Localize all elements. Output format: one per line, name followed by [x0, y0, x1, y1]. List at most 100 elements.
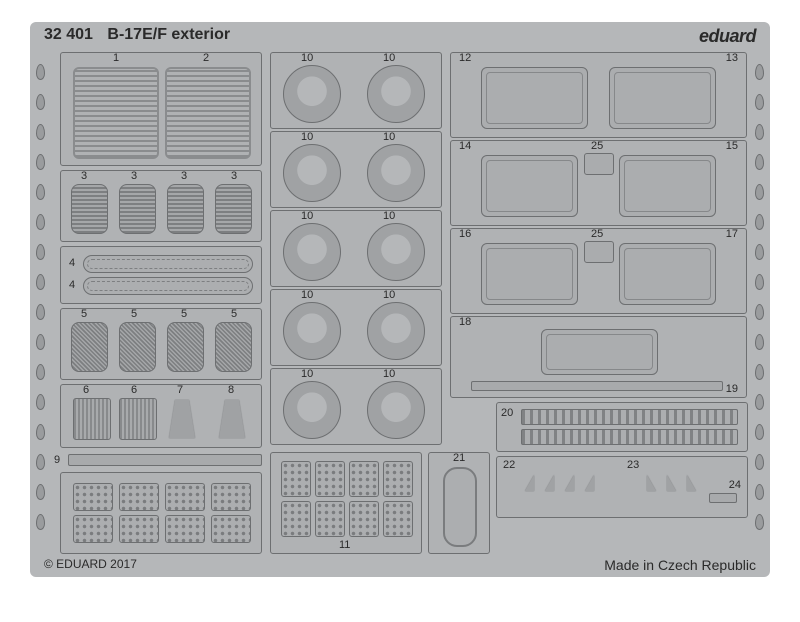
frame-10-r4: 10 10 [270, 289, 442, 366]
part-14 [481, 155, 578, 217]
frame-3: 3 3 3 3 [60, 170, 262, 242]
part-10 [367, 302, 425, 360]
label-4b: 4 [69, 279, 75, 291]
frame-21: 21 [428, 452, 490, 554]
label-23: 23 [627, 459, 639, 471]
part-lower [165, 515, 205, 543]
brand-logo: eduard [699, 26, 756, 47]
footer-bar: © EDUARD 2017 Made in Czech Republic [44, 557, 756, 573]
part-10 [283, 65, 341, 123]
part-4 [83, 255, 253, 273]
label-5b: 5 [131, 308, 137, 320]
part-lower [211, 515, 251, 543]
header-bar: 32 401 B-17E/F exterior eduard [44, 26, 756, 47]
part-15 [619, 155, 716, 217]
frame-6-7-8: 6 6 7 8 [60, 384, 262, 448]
part-25 [584, 241, 614, 263]
label-21: 21 [453, 452, 465, 464]
label-10: 10 [301, 131, 313, 143]
part-3 [119, 184, 156, 234]
part-22 [545, 475, 554, 491]
label-6a: 6 [83, 384, 89, 396]
frame-lower [60, 472, 262, 554]
label-7: 7 [177, 384, 183, 396]
part-11 [281, 461, 311, 497]
label-5c: 5 [181, 308, 187, 320]
part-9 [68, 454, 262, 466]
part-11 [383, 461, 413, 497]
part-8 [219, 400, 245, 438]
label-10: 10 [383, 131, 395, 143]
label-16: 16 [459, 228, 471, 240]
part-2 [165, 67, 251, 159]
label-3a: 3 [81, 170, 87, 182]
part-10 [283, 381, 341, 439]
part-lower [73, 483, 113, 511]
product-title: B-17E/F exterior [107, 26, 230, 43]
label-11: 11 [339, 539, 350, 551]
label-10: 10 [383, 368, 395, 380]
label-2: 2 [203, 52, 209, 64]
part-10 [367, 223, 425, 281]
part-23 [647, 475, 656, 491]
product-number: 32 401 [44, 26, 93, 43]
label-13: 13 [726, 52, 738, 64]
part-20 [521, 429, 738, 445]
label-5d: 5 [231, 308, 237, 320]
part-20 [521, 409, 738, 425]
frame-20: 20 [496, 402, 748, 452]
label-9: 9 [54, 454, 60, 466]
part-22 [525, 475, 534, 491]
label-17: 17 [726, 228, 738, 240]
part-6 [119, 398, 157, 440]
part-3 [71, 184, 108, 234]
part-4 [83, 277, 253, 295]
part-10 [283, 223, 341, 281]
part-22 [585, 475, 594, 491]
frame-10-r5: 10 10 [270, 368, 442, 445]
label-10: 10 [301, 289, 313, 301]
frame-18-19: 18 19 [450, 316, 747, 398]
label-4a: 4 [69, 257, 75, 269]
part-23 [667, 475, 676, 491]
frame-22-24: 22 23 24 [496, 456, 748, 518]
part-11 [349, 461, 379, 497]
label-10: 10 [301, 368, 313, 380]
label-3b: 3 [131, 170, 137, 182]
copyright-text: © EDUARD 2017 [44, 557, 137, 571]
part-10 [367, 144, 425, 202]
label-15: 15 [726, 140, 738, 152]
part-7 [169, 400, 195, 438]
part-11 [281, 501, 311, 537]
frame-4: 4 4 [60, 246, 262, 304]
label-19: 19 [726, 383, 738, 395]
part-1 [73, 67, 159, 159]
made-in-text: Made in Czech Republic [604, 557, 756, 573]
pe-fret-sheet: 32 401 B-17E/F exterior eduard 1 2 3 3 3 [30, 22, 770, 577]
part-lower [211, 483, 251, 511]
part-lower [119, 483, 159, 511]
label-8: 8 [228, 384, 234, 396]
part-11 [349, 501, 379, 537]
label-10: 10 [383, 210, 395, 222]
part-5 [215, 322, 252, 372]
part-10 [367, 65, 425, 123]
label-14: 14 [459, 140, 471, 152]
frame-12-13: 12 13 [450, 52, 747, 138]
label-20: 20 [501, 407, 513, 419]
frame-10-r2: 10 10 [270, 131, 442, 208]
frame-1-2: 1 2 [60, 52, 262, 166]
label-3d: 3 [231, 170, 237, 182]
label-24: 24 [729, 479, 741, 491]
label-6b: 6 [131, 384, 137, 396]
part-lower [165, 483, 205, 511]
part-6 [73, 398, 111, 440]
part-11 [383, 501, 413, 537]
label-18: 18 [459, 316, 471, 328]
part-23 [687, 475, 696, 491]
part-10 [283, 144, 341, 202]
part-3 [215, 184, 252, 234]
frame-10-r3: 10 10 [270, 210, 442, 287]
label-25b: 25 [591, 228, 603, 240]
part-3 [167, 184, 204, 234]
